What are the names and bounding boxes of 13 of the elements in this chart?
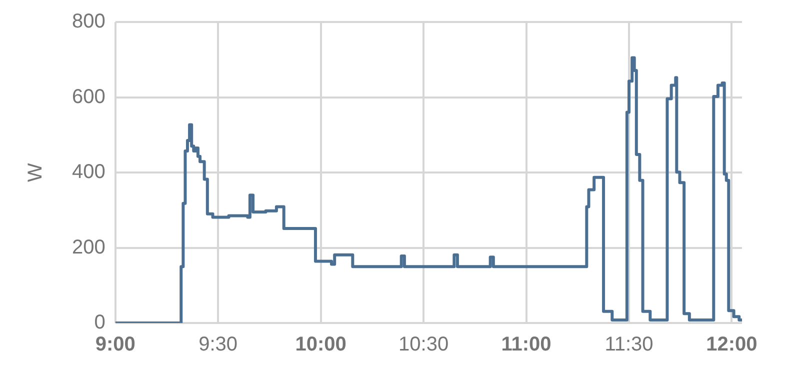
- y-axis-title: W: [24, 162, 47, 182]
- x-tick-label: 9:00: [95, 334, 136, 356]
- y-tick-label: 800: [72, 10, 106, 33]
- y-tick-label: 0: [94, 312, 106, 334]
- y-tick-label: 200: [72, 236, 106, 258]
- x-tick-label: 12:00: [706, 334, 758, 356]
- x-tick-label: 11:30: [604, 334, 654, 356]
- y-tick-label: 600: [72, 86, 106, 108]
- x-tick-label: 9:30: [198, 334, 238, 356]
- x-tick-label: 10:30: [398, 334, 449, 356]
- x-tick-label: 11:00: [501, 334, 552, 356]
- y-tick-label: 400: [72, 161, 106, 184]
- x-tick-label: 10:00: [295, 334, 346, 356]
